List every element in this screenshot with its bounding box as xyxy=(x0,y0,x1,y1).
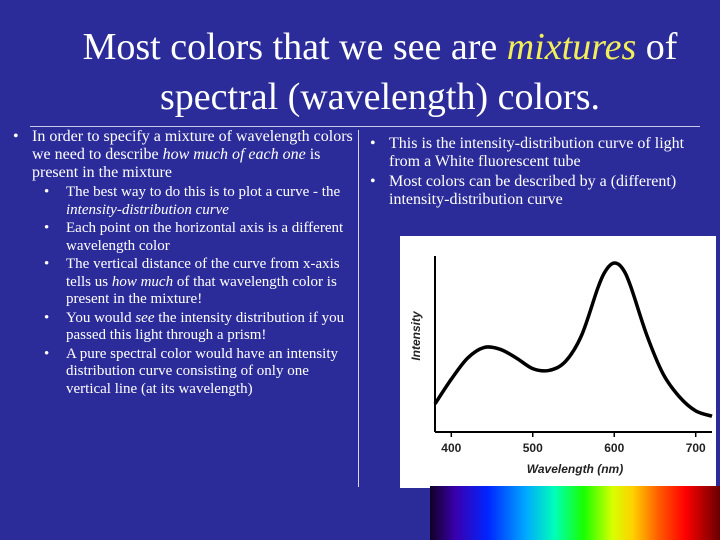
sub-bullet-prism: You would see the intensity distribution… xyxy=(10,310,355,345)
sub-bullet-plot-curve: The best way to do this is to plot a cur… xyxy=(10,184,355,219)
x-tick-label-600: 600 xyxy=(604,441,624,455)
x-tick-label-700: 700 xyxy=(686,441,706,455)
right-column: This is the intensity-distribution curve… xyxy=(367,135,712,211)
title-emphasis: mixtures xyxy=(506,26,637,68)
title-rule xyxy=(30,126,700,127)
slide-title: Most colors that we see are mixtures of … xyxy=(40,22,720,122)
sub-bullet-horizontal-axis: Each point on the horizontal axis is a d… xyxy=(10,220,355,255)
left-column: In order to specify a mixture of wavelen… xyxy=(10,128,355,398)
y-axis-label: Intensity xyxy=(409,310,423,361)
x-tick-label-400: 400 xyxy=(441,441,461,455)
sub-bullet-vertical-distance: The vertical distance of the curve from … xyxy=(10,256,355,309)
intensity-chart: Intensity Wavelength (nm) 400 500 600 700 xyxy=(400,236,716,488)
intensity-chart-svg: Intensity Wavelength (nm) 400 500 600 700 xyxy=(409,256,713,476)
bullet-fluorescent: This is the intensity-distribution curve… xyxy=(367,135,712,171)
intensity-curve xyxy=(433,261,713,418)
sub-bullet-pure-color: A pure spectral color would have an inte… xyxy=(10,346,355,399)
x-tick-label-500: 500 xyxy=(523,441,543,455)
bullet-mixture: In order to specify a mixture of wavelen… xyxy=(10,128,355,182)
visible-spectrum-strip xyxy=(430,486,720,540)
title-text-2: of spectral (wavelength) colors. xyxy=(160,26,678,118)
column-divider xyxy=(358,130,359,487)
x-axis-label: Wavelength (nm) xyxy=(527,462,623,476)
title-text-1: Most colors that we see are xyxy=(82,26,507,68)
bullet-described: Most colors can be described by a (diffe… xyxy=(367,173,712,209)
